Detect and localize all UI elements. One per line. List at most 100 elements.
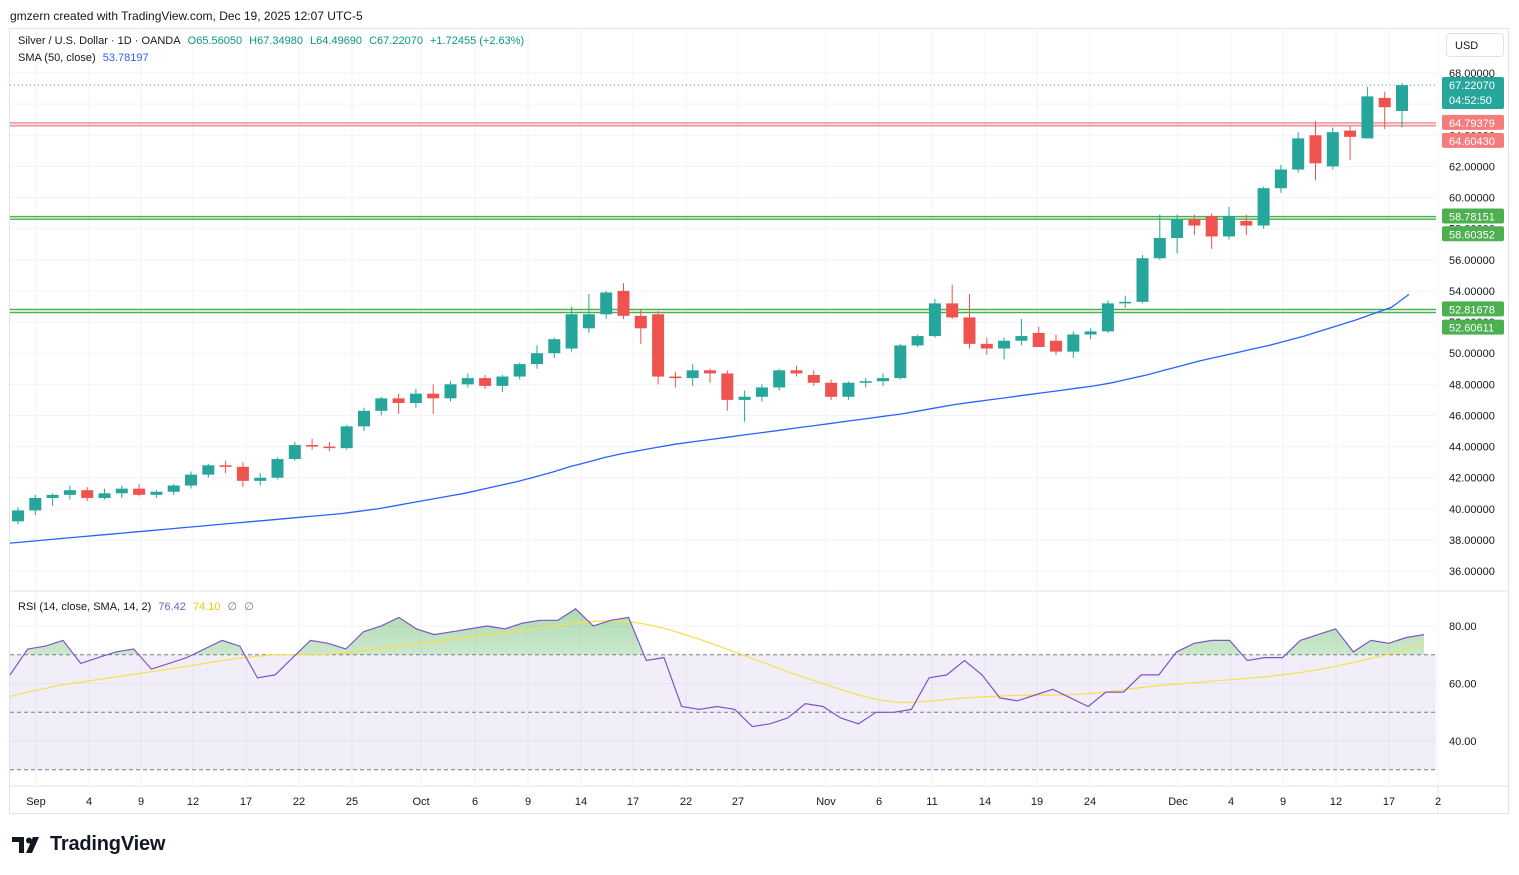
support-mid-lower-badge <box>1442 226 1504 242</box>
candle-up <box>1274 169 1287 189</box>
time-tick-label: 22 <box>293 796 305 808</box>
candle-up <box>911 336 924 346</box>
chart-credit: gmzern created with TradingView.com, Dec… <box>10 9 363 23</box>
time-tick-label: 22 <box>680 796 692 808</box>
candle-down <box>980 343 993 349</box>
candle-down <box>634 315 647 329</box>
time-tick-label: Dec <box>1168 796 1188 808</box>
time-tick-label: 9 <box>138 796 144 808</box>
candle-up <box>1171 219 1184 239</box>
time-tick-label: 19 <box>1031 796 1043 808</box>
resistance-zone <box>10 122 1436 126</box>
support-mid-lower-badge-text: 58.60352 <box>1449 229 1495 241</box>
candle-up <box>1136 258 1149 302</box>
brand-name: TradingView <box>50 833 166 855</box>
support-mid-upper-badge-text: 58.78151 <box>1449 212 1495 224</box>
candle-down <box>1032 332 1045 347</box>
price-tick-label: 36.00000 <box>1449 566 1495 578</box>
candle-up <box>444 384 457 399</box>
time-tick-label: 4 <box>1228 796 1234 808</box>
candle-up <box>1067 334 1080 352</box>
rsi-layer <box>9 608 1425 728</box>
price-tick-label: 38.00000 <box>1449 535 1495 547</box>
candle-down <box>1344 130 1357 137</box>
candle-down <box>1378 97 1391 108</box>
resistance-upper-badge-text: 64.79379 <box>1449 118 1495 130</box>
candle-up <box>998 340 1011 349</box>
candle-down <box>1240 220 1253 226</box>
candle-down <box>946 303 959 318</box>
candle-down <box>807 374 820 383</box>
candle-down <box>669 376 682 379</box>
price-tick-label: 56.00000 <box>1449 255 1495 267</box>
candle-up <box>115 488 128 494</box>
candles <box>12 83 1408 525</box>
change-value: +1.72455 (+2.63%) <box>430 35 525 47</box>
tradingview-logo[interactable]: TradingView <box>12 833 165 856</box>
candle-down <box>963 317 976 344</box>
time-tick-label: Sep <box>26 796 46 808</box>
candle-down <box>790 370 803 374</box>
close-value: C67.22070 <box>369 35 423 47</box>
candle-down <box>427 393 440 399</box>
support-mid-upper-badge <box>1442 208 1504 224</box>
rsi-label: RSI (14, close, SMA, 14, 2) <box>18 601 152 613</box>
support-zone <box>10 216 1436 220</box>
last-price-badge-text: 67.22070 <box>1449 80 1495 92</box>
price-tick-label: 50.00000 <box>1449 348 1495 360</box>
candle-up <box>29 497 42 511</box>
candle-up <box>1223 216 1235 237</box>
candle-up <box>271 459 284 478</box>
time-tick-label: 4 <box>86 796 92 808</box>
candle-up <box>1326 132 1339 167</box>
time-tick-label: 17 <box>627 796 639 808</box>
candle-up <box>842 382 855 397</box>
price-tick-label: 54.00000 <box>1449 286 1495 298</box>
time-tick-label: 2 <box>1435 796 1441 808</box>
time-axis: Sep 4 9 12 17 22 25 Oct 6 9 14 17 22 27 Nov 6 11 14 19 24 De… <box>26 796 1441 808</box>
rsi-tick-label: 60.00 <box>1449 679 1477 691</box>
candle-up <box>167 485 180 492</box>
rsi-line <box>9 608 1425 728</box>
candle-up <box>254 477 267 481</box>
candle-down <box>1205 216 1218 237</box>
candle-up <box>185 474 197 486</box>
candle-up <box>582 314 595 329</box>
candle-up <box>202 465 215 475</box>
candle-up <box>1292 138 1305 170</box>
support-low-lower-badge-text: 52.60611 <box>1449 323 1494 335</box>
rsi-value: 76.42 <box>158 601 186 613</box>
candle-down <box>1188 219 1201 226</box>
candle-up <box>1101 303 1114 332</box>
candle-up <box>1084 331 1097 335</box>
candle-up <box>12 510 24 522</box>
candle-up <box>686 370 699 379</box>
time-tick-label: 6 <box>876 796 882 808</box>
support-low-upper-badge <box>1442 301 1504 317</box>
candle-up <box>877 378 889 382</box>
candle-up <box>1257 188 1270 226</box>
candle-up <box>375 398 388 411</box>
candle-up <box>928 303 941 337</box>
candle-up <box>755 387 768 397</box>
rsi-band <box>10 654 1436 771</box>
candle-down <box>617 290 630 316</box>
candle-down <box>704 370 716 374</box>
candle-up <box>1361 96 1374 139</box>
candle-up <box>738 396 751 400</box>
currency-button[interactable]: USD <box>1446 33 1504 57</box>
rsi-sma-value: 74.10 <box>192 601 221 613</box>
rsi-overbought-fill <box>10 608 1424 655</box>
price-tick-label: 60.00000 <box>1449 193 1495 205</box>
time-tick-label: Oct <box>412 796 429 808</box>
candle-up <box>1015 336 1028 341</box>
rsi-extra-2: ∅ <box>244 601 254 613</box>
candle-up <box>531 353 543 365</box>
candle-down <box>825 382 838 397</box>
sma-value: 53.78197 <box>102 52 149 64</box>
candle-down <box>652 314 665 377</box>
time-tick-label: Nov <box>816 796 836 808</box>
price-tick-label: 62.00000 <box>1449 161 1495 173</box>
time-tick-label: 24 <box>1084 796 1096 808</box>
